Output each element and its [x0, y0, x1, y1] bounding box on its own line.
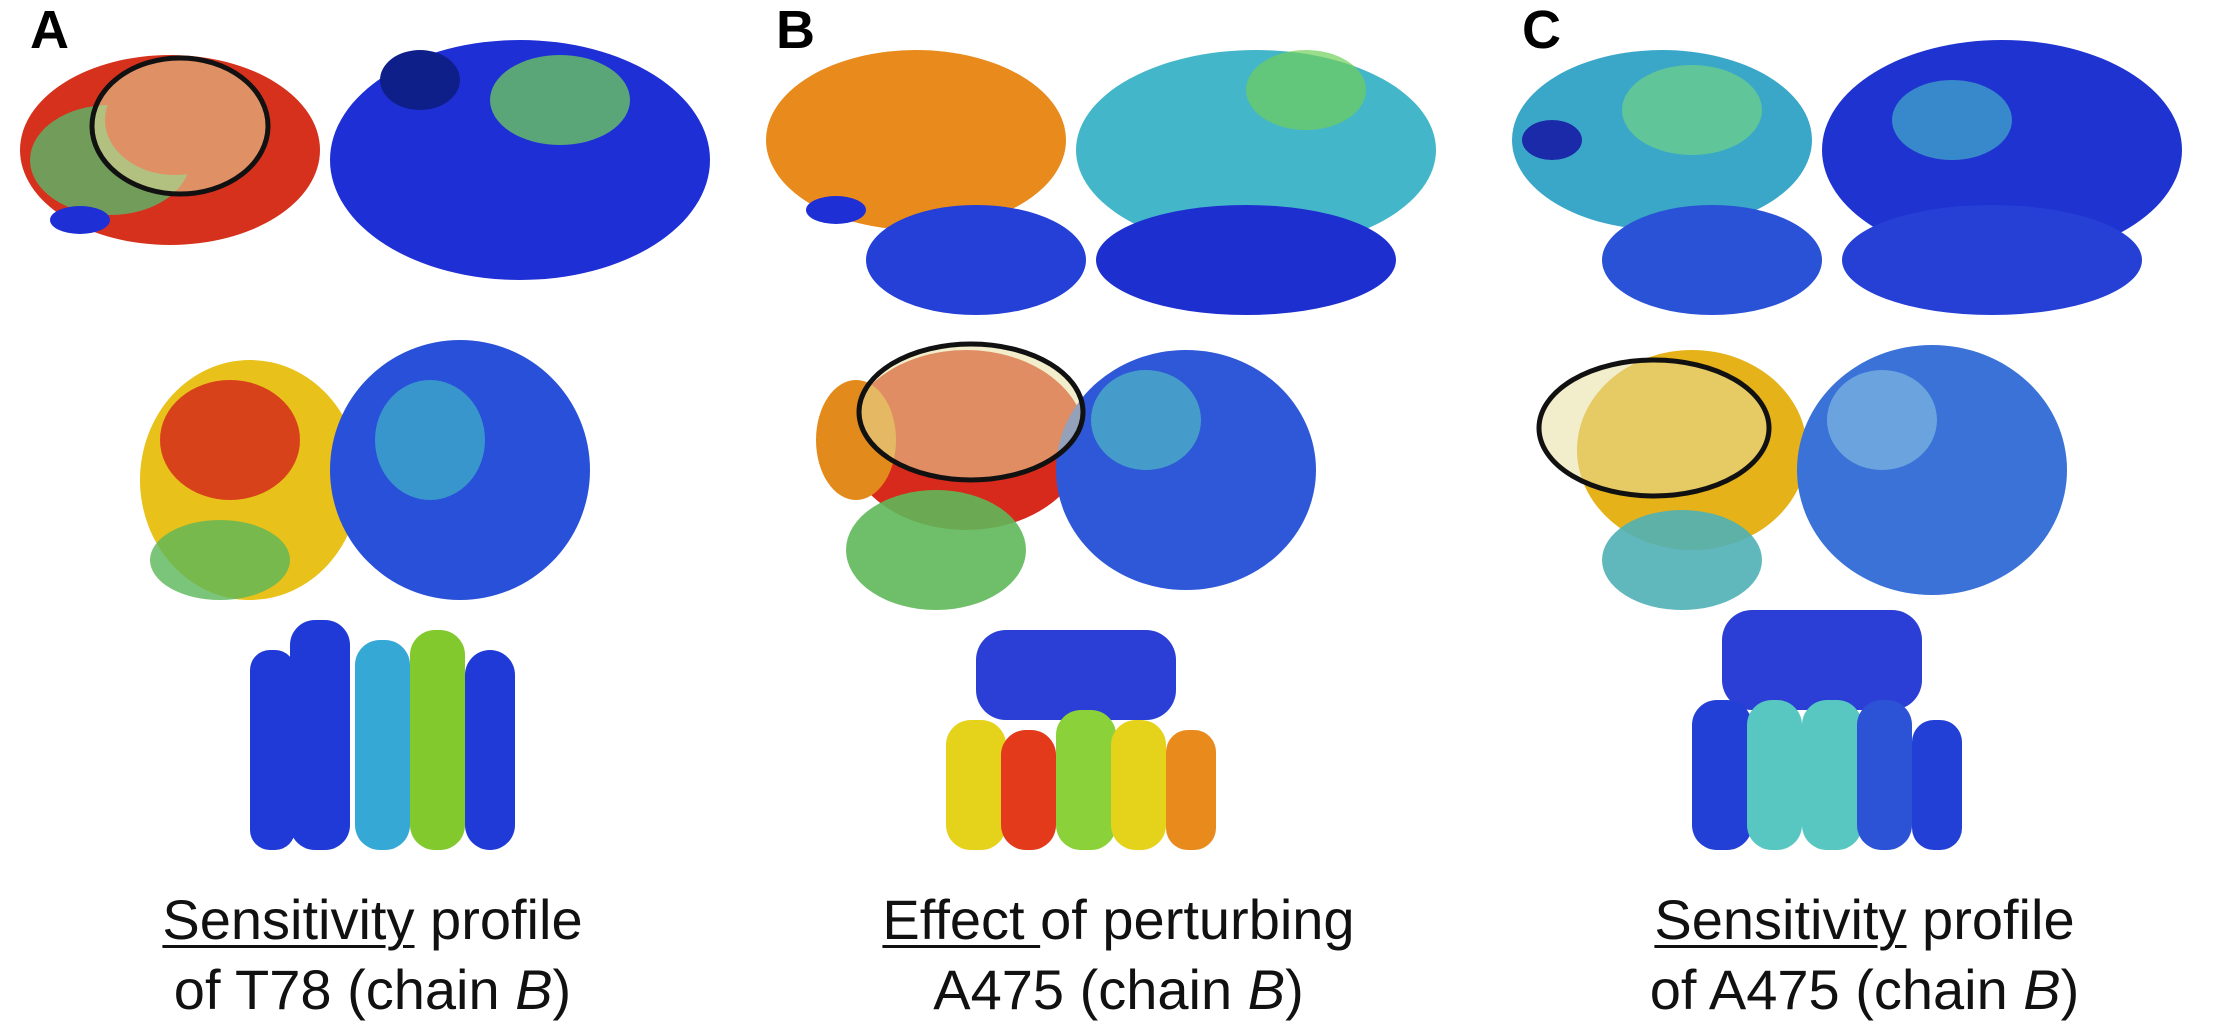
highlight-ellipse	[1539, 360, 1769, 496]
top-right-domain	[330, 40, 710, 280]
highlight-ellipse	[92, 58, 268, 194]
top-right-domain	[1822, 40, 2182, 315]
mid-right-domain	[1056, 350, 1316, 590]
top-left-domain	[1512, 50, 1822, 315]
protein-structure-image	[746, 0, 1491, 870]
caption-line1: profile	[415, 888, 583, 951]
panel-caption: Sensitivity profile of A475 (chain B)	[1492, 885, 2237, 1025]
caption-chain: B	[1248, 958, 1285, 1021]
panel-caption: Sensitivity profile of T78 (chain B)	[0, 885, 745, 1025]
caption-line2: A475 (chain	[933, 958, 1247, 1021]
transmembrane-helices	[946, 630, 1216, 850]
top-left-domain	[766, 50, 1086, 315]
protein-structure-image	[0, 0, 745, 870]
caption-line1: profile	[1907, 888, 2075, 951]
transmembrane-helices	[1692, 610, 1962, 850]
caption-underlined: Sensitivity	[1654, 888, 1906, 951]
caption-underlined: Sensitivity	[162, 888, 414, 951]
caption-line2-end: )	[553, 958, 572, 1021]
mid-right-domain	[1797, 345, 2067, 595]
caption-line2-end: )	[2061, 958, 2080, 1021]
panel-a: A Sensitivity	[0, 0, 745, 1032]
caption-line2: of T78 (chain	[174, 958, 515, 1021]
mid-right-domain	[330, 340, 590, 600]
highlight-ellipse	[859, 344, 1083, 480]
panel-caption: Effect of perturbing A475 (chain B)	[746, 885, 1491, 1025]
caption-line2-end: )	[1285, 958, 1304, 1021]
caption-line2: of A475 (chain	[1650, 958, 2024, 1021]
caption-line1: of perturbing	[1040, 888, 1354, 951]
panel-b: B Effect of p	[746, 0, 1491, 1032]
mid-left-domain	[140, 360, 360, 600]
caption-chain: B	[2023, 958, 2060, 1021]
protein-structure-image	[1492, 0, 2237, 870]
transmembrane-helices	[250, 620, 515, 850]
caption-chain: B	[515, 958, 552, 1021]
panel-c: C Sensitivity	[1492, 0, 2237, 1032]
caption-underlined: Effect	[882, 888, 1040, 951]
top-right-domain	[1076, 50, 1436, 315]
